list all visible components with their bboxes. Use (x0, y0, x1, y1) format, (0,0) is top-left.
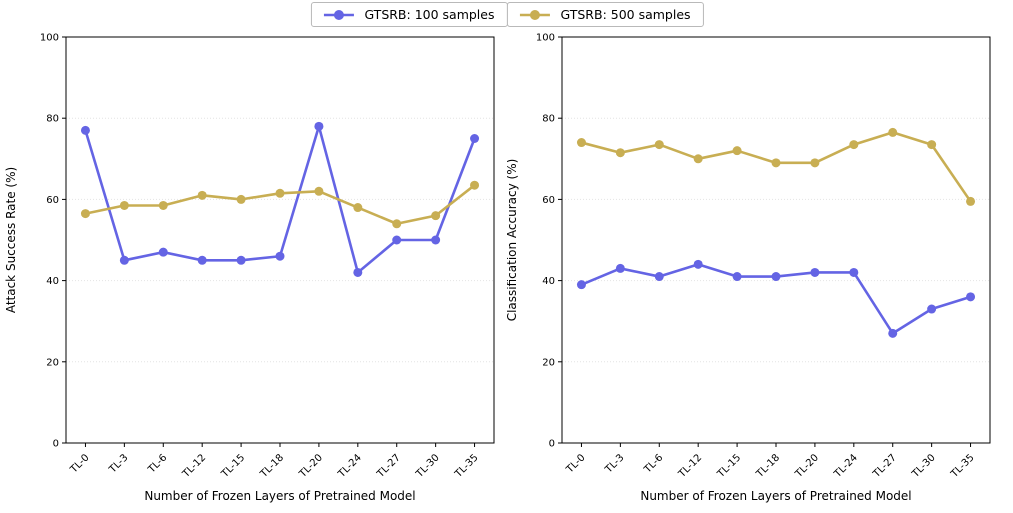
data-point-marker (314, 121, 324, 131)
data-point-marker (275, 251, 285, 261)
x-tick-label: TL-6 (146, 452, 170, 476)
data-point-marker (197, 255, 207, 265)
data-point-marker (654, 140, 664, 150)
y-tick-label: 80 (542, 114, 555, 125)
data-point-marker (693, 259, 703, 269)
y-tick-label: 40 (46, 276, 59, 287)
data-point-marker (927, 140, 937, 150)
data-point-marker (80, 209, 90, 219)
y-tick-label: 100 (536, 33, 555, 44)
data-point-marker (119, 200, 129, 210)
data-point-marker (470, 134, 480, 143)
line-marker-icon (519, 9, 550, 20)
y-tick-label: 0 (53, 439, 59, 450)
data-point-marker (771, 272, 781, 282)
data-point-marker (236, 255, 246, 265)
legend-box-gtsrb-500: GTSRB: 500 samples (506, 2, 704, 27)
data-point-marker (888, 328, 898, 338)
data-point-marker (576, 280, 586, 290)
x-tick-label: TL-0 (564, 452, 588, 476)
x-tick-label: TL-0 (68, 452, 92, 476)
x-tick-label: TL-27 (375, 452, 403, 480)
data-point-marker (80, 125, 90, 135)
x-tick-label: TL-15 (715, 452, 743, 480)
classification-accuracy-chart: 0 20 40 60 80 100 TL-0 TL-3 TL-6 TL-12 TL-15 TL-18 T… (507, 33, 991, 503)
legend-label: GTSRB: 100 samples (364, 7, 495, 22)
data-point-marker (431, 211, 441, 221)
data-point-marker (236, 194, 246, 204)
data-point-marker (654, 272, 664, 282)
plot-border (561, 36, 991, 444)
data-point-marker (353, 203, 363, 213)
data-point-marker (197, 190, 207, 200)
data-point-marker (849, 140, 859, 150)
x-tick-label: TL-35 (948, 452, 976, 480)
y-tick-label: 100 (40, 33, 59, 44)
x-tick-label: TL-6 (642, 452, 666, 476)
y-axis-label: Classification Accuracy (%) (507, 159, 519, 322)
attack-success-rate-chart: 0 20 40 60 80 100 TL-0 TL-3 TL-6 TL-12 TL-15 TL-18 T… (4, 33, 495, 503)
data-point-marker (576, 138, 586, 148)
data-point-marker (119, 255, 129, 265)
x-tick-label: TL-24 (832, 452, 860, 480)
x-tick-label: TL-20 (793, 452, 821, 480)
data-point-marker (431, 235, 441, 245)
data-point-marker (158, 247, 168, 257)
x-tick-label: TL-30 (910, 452, 938, 480)
y-tick-label: 60 (46, 195, 59, 206)
data-point-marker (693, 154, 703, 164)
x-tick-label: TL-3 (107, 452, 131, 476)
x-tick-label: TL-24 (336, 452, 364, 480)
y-tick-label: 40 (542, 276, 555, 287)
data-point-marker (470, 180, 480, 190)
x-tick-label: TL-12 (180, 452, 208, 480)
data-point-marker (732, 272, 742, 282)
x-tick-label: TL-27 (871, 452, 899, 480)
x-axis-label: Number of Frozen Layers of Pretrained Mo… (144, 489, 415, 503)
data-point-marker (966, 196, 976, 206)
x-tick-label: TL-18 (258, 452, 286, 480)
x-tick-label: TL-35 (452, 452, 480, 480)
x-tick-label: TL-3 (603, 452, 627, 476)
data-point-marker (275, 188, 285, 198)
legend: GTSRB: 100 samples GTSRB: 500 samples (310, 2, 704, 27)
data-point-marker (615, 263, 625, 273)
legend-label: GTSRB: 500 samples (560, 7, 691, 22)
data-point-marker (732, 146, 742, 156)
data-point-marker (849, 267, 859, 277)
data-point-marker (771, 158, 781, 168)
x-tick-label: TL-30 (414, 452, 442, 480)
y-axis-label: Attack Success Rate (%) (4, 167, 18, 313)
x-tick-label: TL-18 (754, 452, 782, 480)
data-point-marker (927, 304, 937, 314)
legend-box-gtsrb-100: GTSRB: 100 samples (310, 2, 508, 27)
data-point-marker (810, 158, 820, 168)
data-point-marker (966, 292, 976, 302)
data-point-marker (615, 148, 625, 158)
data-point-marker (392, 219, 402, 229)
data-point-marker (888, 127, 898, 137)
data-point-marker (353, 267, 363, 277)
data-point-marker (810, 267, 820, 277)
y-tick-label: 20 (46, 357, 59, 368)
line-marker-icon (323, 9, 354, 20)
x-tick-label: TL-20 (297, 452, 325, 480)
y-tick-label: 80 (46, 114, 59, 125)
y-tick-label: 60 (542, 195, 555, 206)
data-point-marker (314, 186, 324, 196)
data-point-marker (158, 200, 168, 210)
y-tick-label: 20 (542, 357, 555, 368)
x-tick-label: TL-12 (676, 452, 704, 480)
data-point-marker (392, 235, 402, 245)
x-tick-label: TL-15 (219, 452, 247, 480)
x-axis-label: Number of Frozen Layers of Pretrained Mo… (640, 489, 911, 503)
y-tick-label: 0 (549, 439, 555, 450)
